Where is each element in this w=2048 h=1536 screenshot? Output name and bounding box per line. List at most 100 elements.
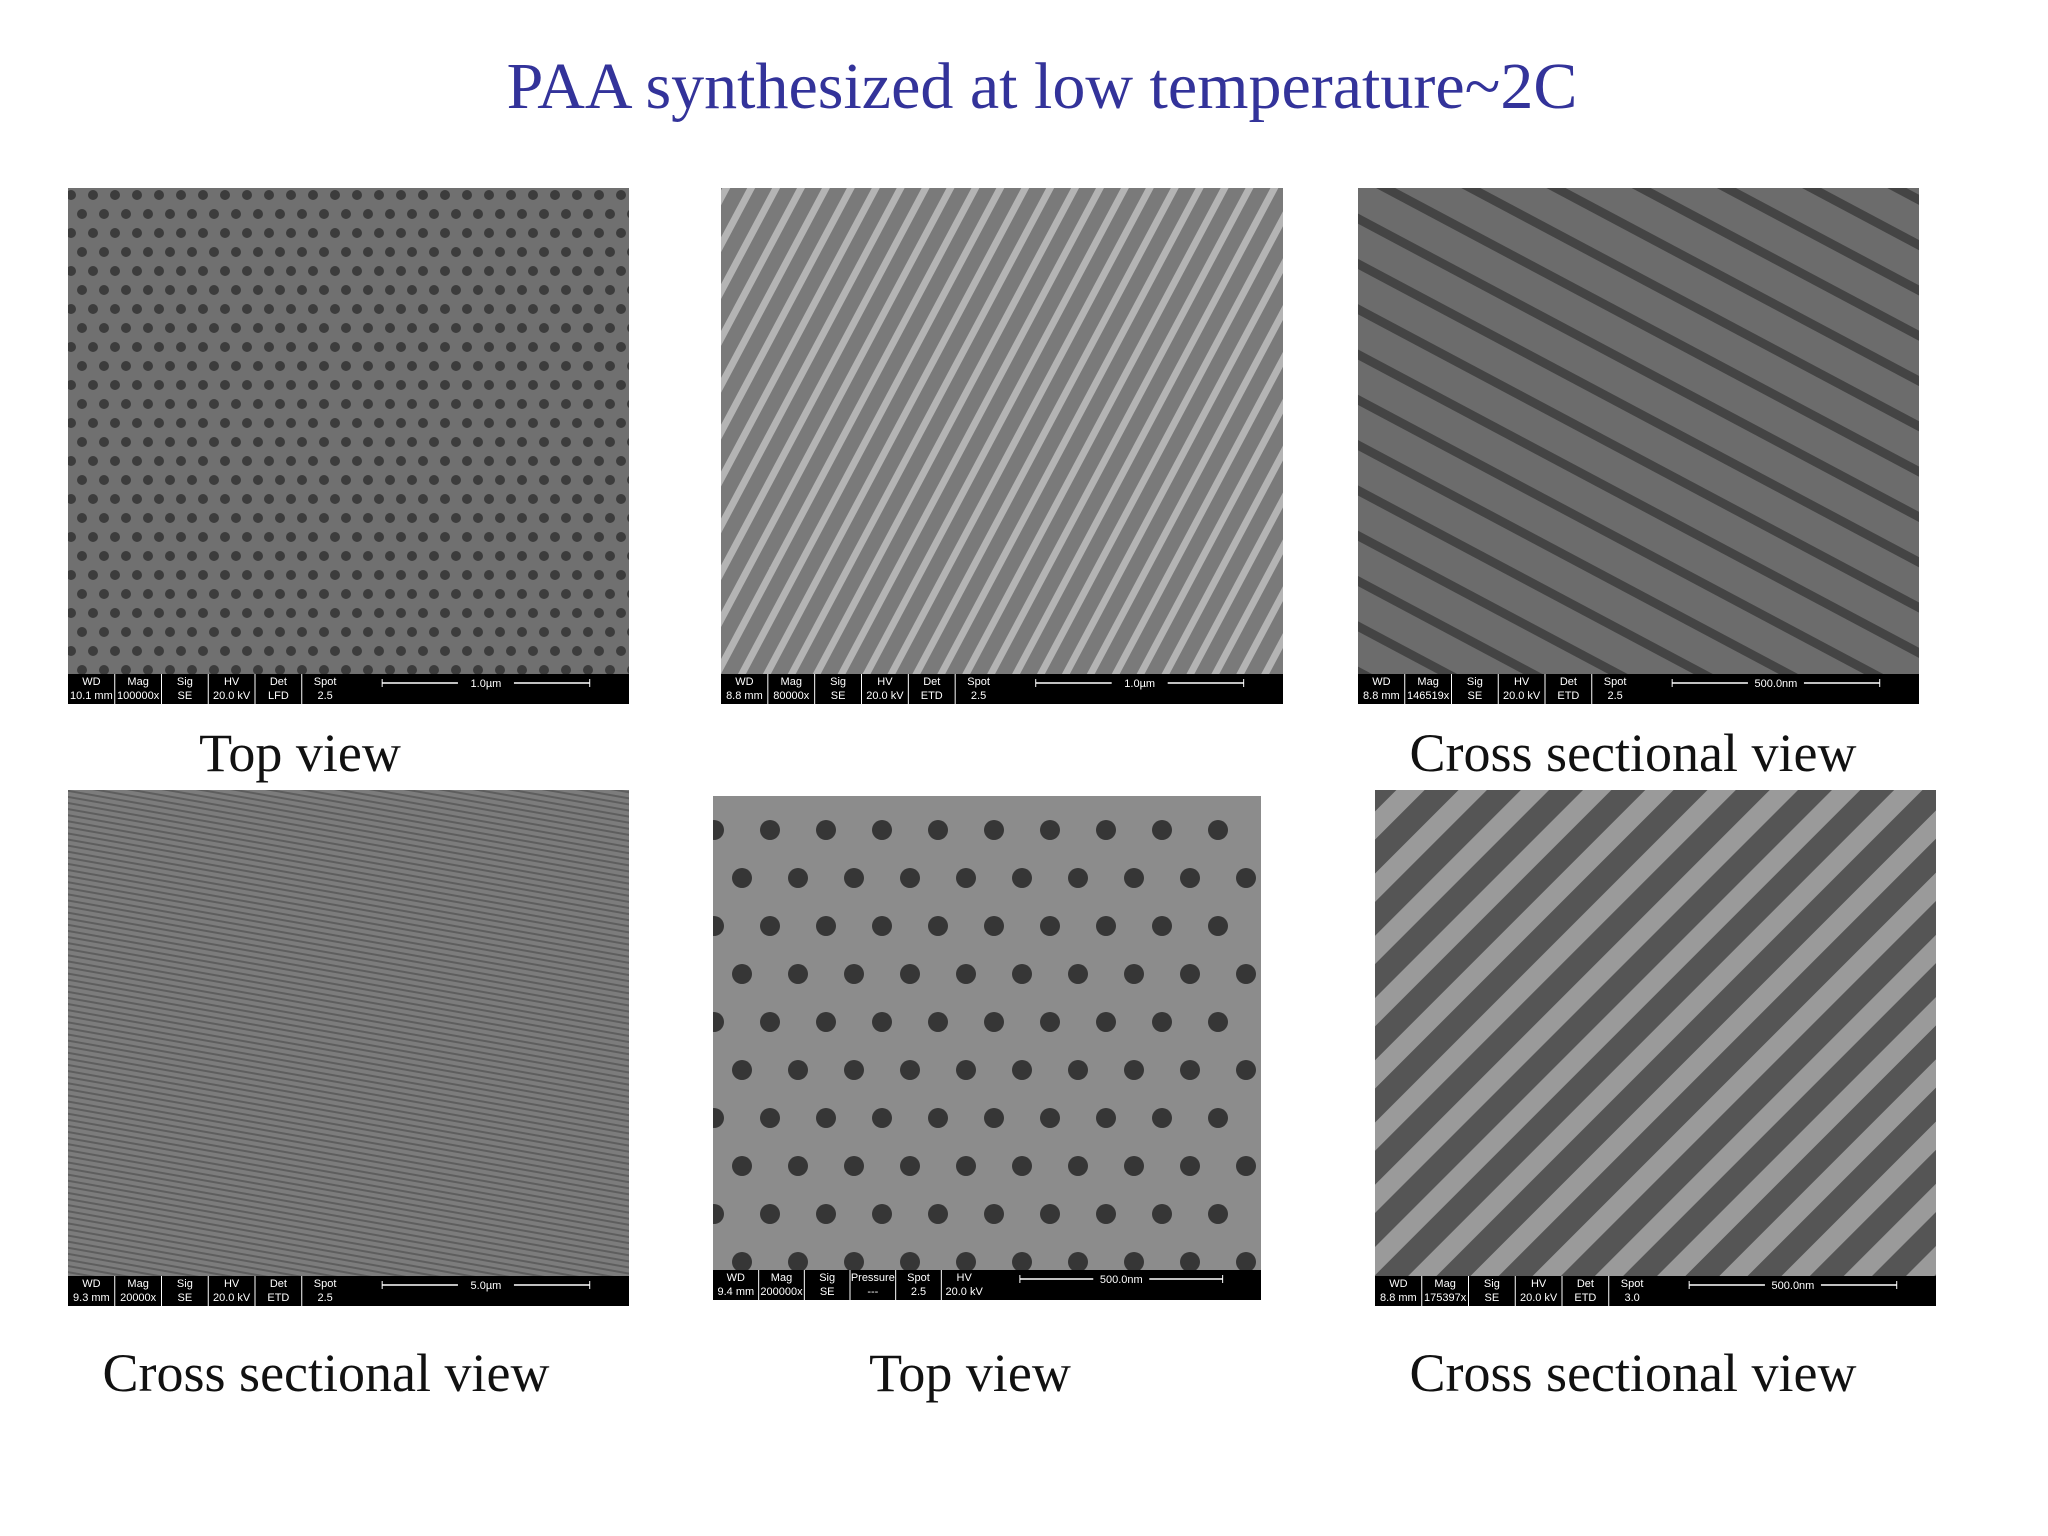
scale-label-bg xyxy=(1111,676,1168,690)
databar-value: 20.0 kV xyxy=(213,690,251,702)
databar-value: ETD xyxy=(921,690,943,702)
caption: Cross sectional view xyxy=(1410,723,1857,783)
databar-value: 2.5 xyxy=(317,690,332,702)
sem-image xyxy=(1375,790,1936,1306)
scale-label-bg xyxy=(1093,1272,1150,1286)
databar-header: Sig xyxy=(1484,1278,1500,1290)
databar-value: SE xyxy=(831,690,846,702)
scale-label-bg xyxy=(1764,1278,1821,1292)
databar-header: Sig xyxy=(1467,676,1483,688)
databar-value: 20.0 kV xyxy=(1520,1292,1558,1304)
databar-value: 8.8 mm xyxy=(1363,690,1400,702)
databar-header: Sig xyxy=(819,1272,835,1284)
databar-value: 8.8 mm xyxy=(726,690,763,702)
scale-label-bg xyxy=(1747,676,1804,690)
databar-header: HV xyxy=(1531,1278,1547,1290)
databar-header: Det xyxy=(270,1278,287,1290)
sem-panel: WD 8.8 mm Mag 175397x Sig SE HV 20.0 kV Det ETD Sp… xyxy=(1375,790,1936,1403)
scale-label-bg xyxy=(457,676,514,690)
caption: Cross sectional view xyxy=(1410,1343,1857,1403)
databar-value: 200000x xyxy=(760,1286,803,1298)
scale-bar-label: 5.0µm xyxy=(471,1280,502,1292)
scale-bar-label: 1.0µm xyxy=(1124,678,1155,690)
databar-value: SE xyxy=(1468,690,1483,702)
databar-value: 20000x xyxy=(120,1292,157,1304)
databar-header: Mag xyxy=(781,676,802,688)
databar-value: 10.1 mm xyxy=(70,690,113,702)
sem-panel: WD 8.8 mm Mag 146519x Sig SE HV 20.0 kV Det ETD Sp… xyxy=(1358,188,1919,783)
databar-header: WD xyxy=(727,1272,745,1284)
scale-bar-label: 500.0nm xyxy=(1772,1280,1815,1292)
databar-value: 8.8 mm xyxy=(1380,1292,1417,1304)
databar-header: Spot xyxy=(907,1272,930,1284)
databar-header: HV xyxy=(224,1278,240,1290)
sem-image xyxy=(721,188,1283,704)
databar-value: ETD xyxy=(1557,690,1579,702)
databar-value: 2.5 xyxy=(971,690,986,702)
databar-header: Det xyxy=(923,676,940,688)
databar-value: 175397x xyxy=(1424,1292,1467,1304)
databar-value: 9.3 mm xyxy=(73,1292,110,1304)
databar-header: WD xyxy=(735,676,753,688)
databar-value: ETD xyxy=(267,1292,289,1304)
caption: Cross sectional view xyxy=(103,1343,550,1403)
databar-value: 20.0 kV xyxy=(946,1286,984,1298)
databar-header: Mag xyxy=(1434,1278,1455,1290)
databar-value: --- xyxy=(867,1286,878,1298)
databar-header: Det xyxy=(270,676,287,688)
databar-header: HV xyxy=(957,1272,973,1284)
scale-bar-label: 500.0nm xyxy=(1755,678,1798,690)
databar-header: Sig xyxy=(830,676,846,688)
databar-header: Spot xyxy=(314,676,337,688)
caption: Top view xyxy=(869,1343,1071,1403)
caption: Top view xyxy=(199,723,401,783)
databar-header: Spot xyxy=(1621,1278,1644,1290)
panels: WD 10.1 mm Mag 100000x Sig SE HV 20.0 kV Det LFD S… xyxy=(68,188,1936,1403)
databar-header: HV xyxy=(1514,676,1530,688)
databar-value: ETD xyxy=(1574,1292,1596,1304)
scale-bar-label: 500.0nm xyxy=(1100,1274,1143,1286)
databar-value: 20.0 kV xyxy=(866,690,904,702)
databar-header: WD xyxy=(82,1278,100,1290)
sem-image xyxy=(68,790,629,1306)
databar-header: Det xyxy=(1560,676,1577,688)
databar-value: 2.5 xyxy=(317,1292,332,1304)
databar-header: WD xyxy=(82,676,100,688)
sem-panel: WD 9.4 mm Mag 200000x Sig SE Pressure --- Spot 2.… xyxy=(713,796,1261,1403)
databar-header: Pressure xyxy=(851,1272,895,1284)
databar-value: 20.0 kV xyxy=(213,1292,251,1304)
databar-header: WD xyxy=(1372,676,1390,688)
databar-header: Mag xyxy=(1417,676,1438,688)
databar-header: HV xyxy=(224,676,240,688)
sem-panel: WD 10.1 mm Mag 100000x Sig SE HV 20.0 kV Det LFD S… xyxy=(68,188,629,783)
databar-value: 9.4 mm xyxy=(717,1286,754,1298)
databar-value: 2.5 xyxy=(911,1286,926,1298)
sem-image xyxy=(713,796,1261,1300)
databar-header: Sig xyxy=(177,676,193,688)
databar-header: HV xyxy=(877,676,893,688)
databar-header: WD xyxy=(1389,1278,1407,1290)
databar-value: 100000x xyxy=(117,690,160,702)
sem-image xyxy=(68,188,629,704)
databar-header: Spot xyxy=(1604,676,1627,688)
databar-value: 80000x xyxy=(773,690,810,702)
databar-header: Det xyxy=(1577,1278,1594,1290)
databar-header: Spot xyxy=(314,1278,337,1290)
scale-label-bg xyxy=(457,1278,514,1292)
databar-header: Spot xyxy=(967,676,990,688)
databar-value: SE xyxy=(820,1286,835,1298)
databar-value: 3.0 xyxy=(1624,1292,1639,1304)
databar-header: Sig xyxy=(177,1278,193,1290)
sem-panel: WD 8.8 mm Mag 80000x Sig SE HV 20.0 kV Det ETD Spo… xyxy=(721,188,1283,704)
databar-value: SE xyxy=(178,1292,193,1304)
databar-header: Mag xyxy=(127,1278,148,1290)
databar-value: SE xyxy=(178,690,193,702)
scale-bar-label: 1.0µm xyxy=(471,678,502,690)
slide-title: PAA synthesized at low temperature~2C xyxy=(507,50,1578,123)
sem-panel: WD 9.3 mm Mag 20000x Sig SE HV 20.0 kV Det ETD Spo… xyxy=(68,790,629,1403)
databar-value: 2.5 xyxy=(1607,690,1622,702)
databar-header: Mag xyxy=(771,1272,792,1284)
databar-value: LFD xyxy=(268,690,289,702)
databar-header: Mag xyxy=(127,676,148,688)
